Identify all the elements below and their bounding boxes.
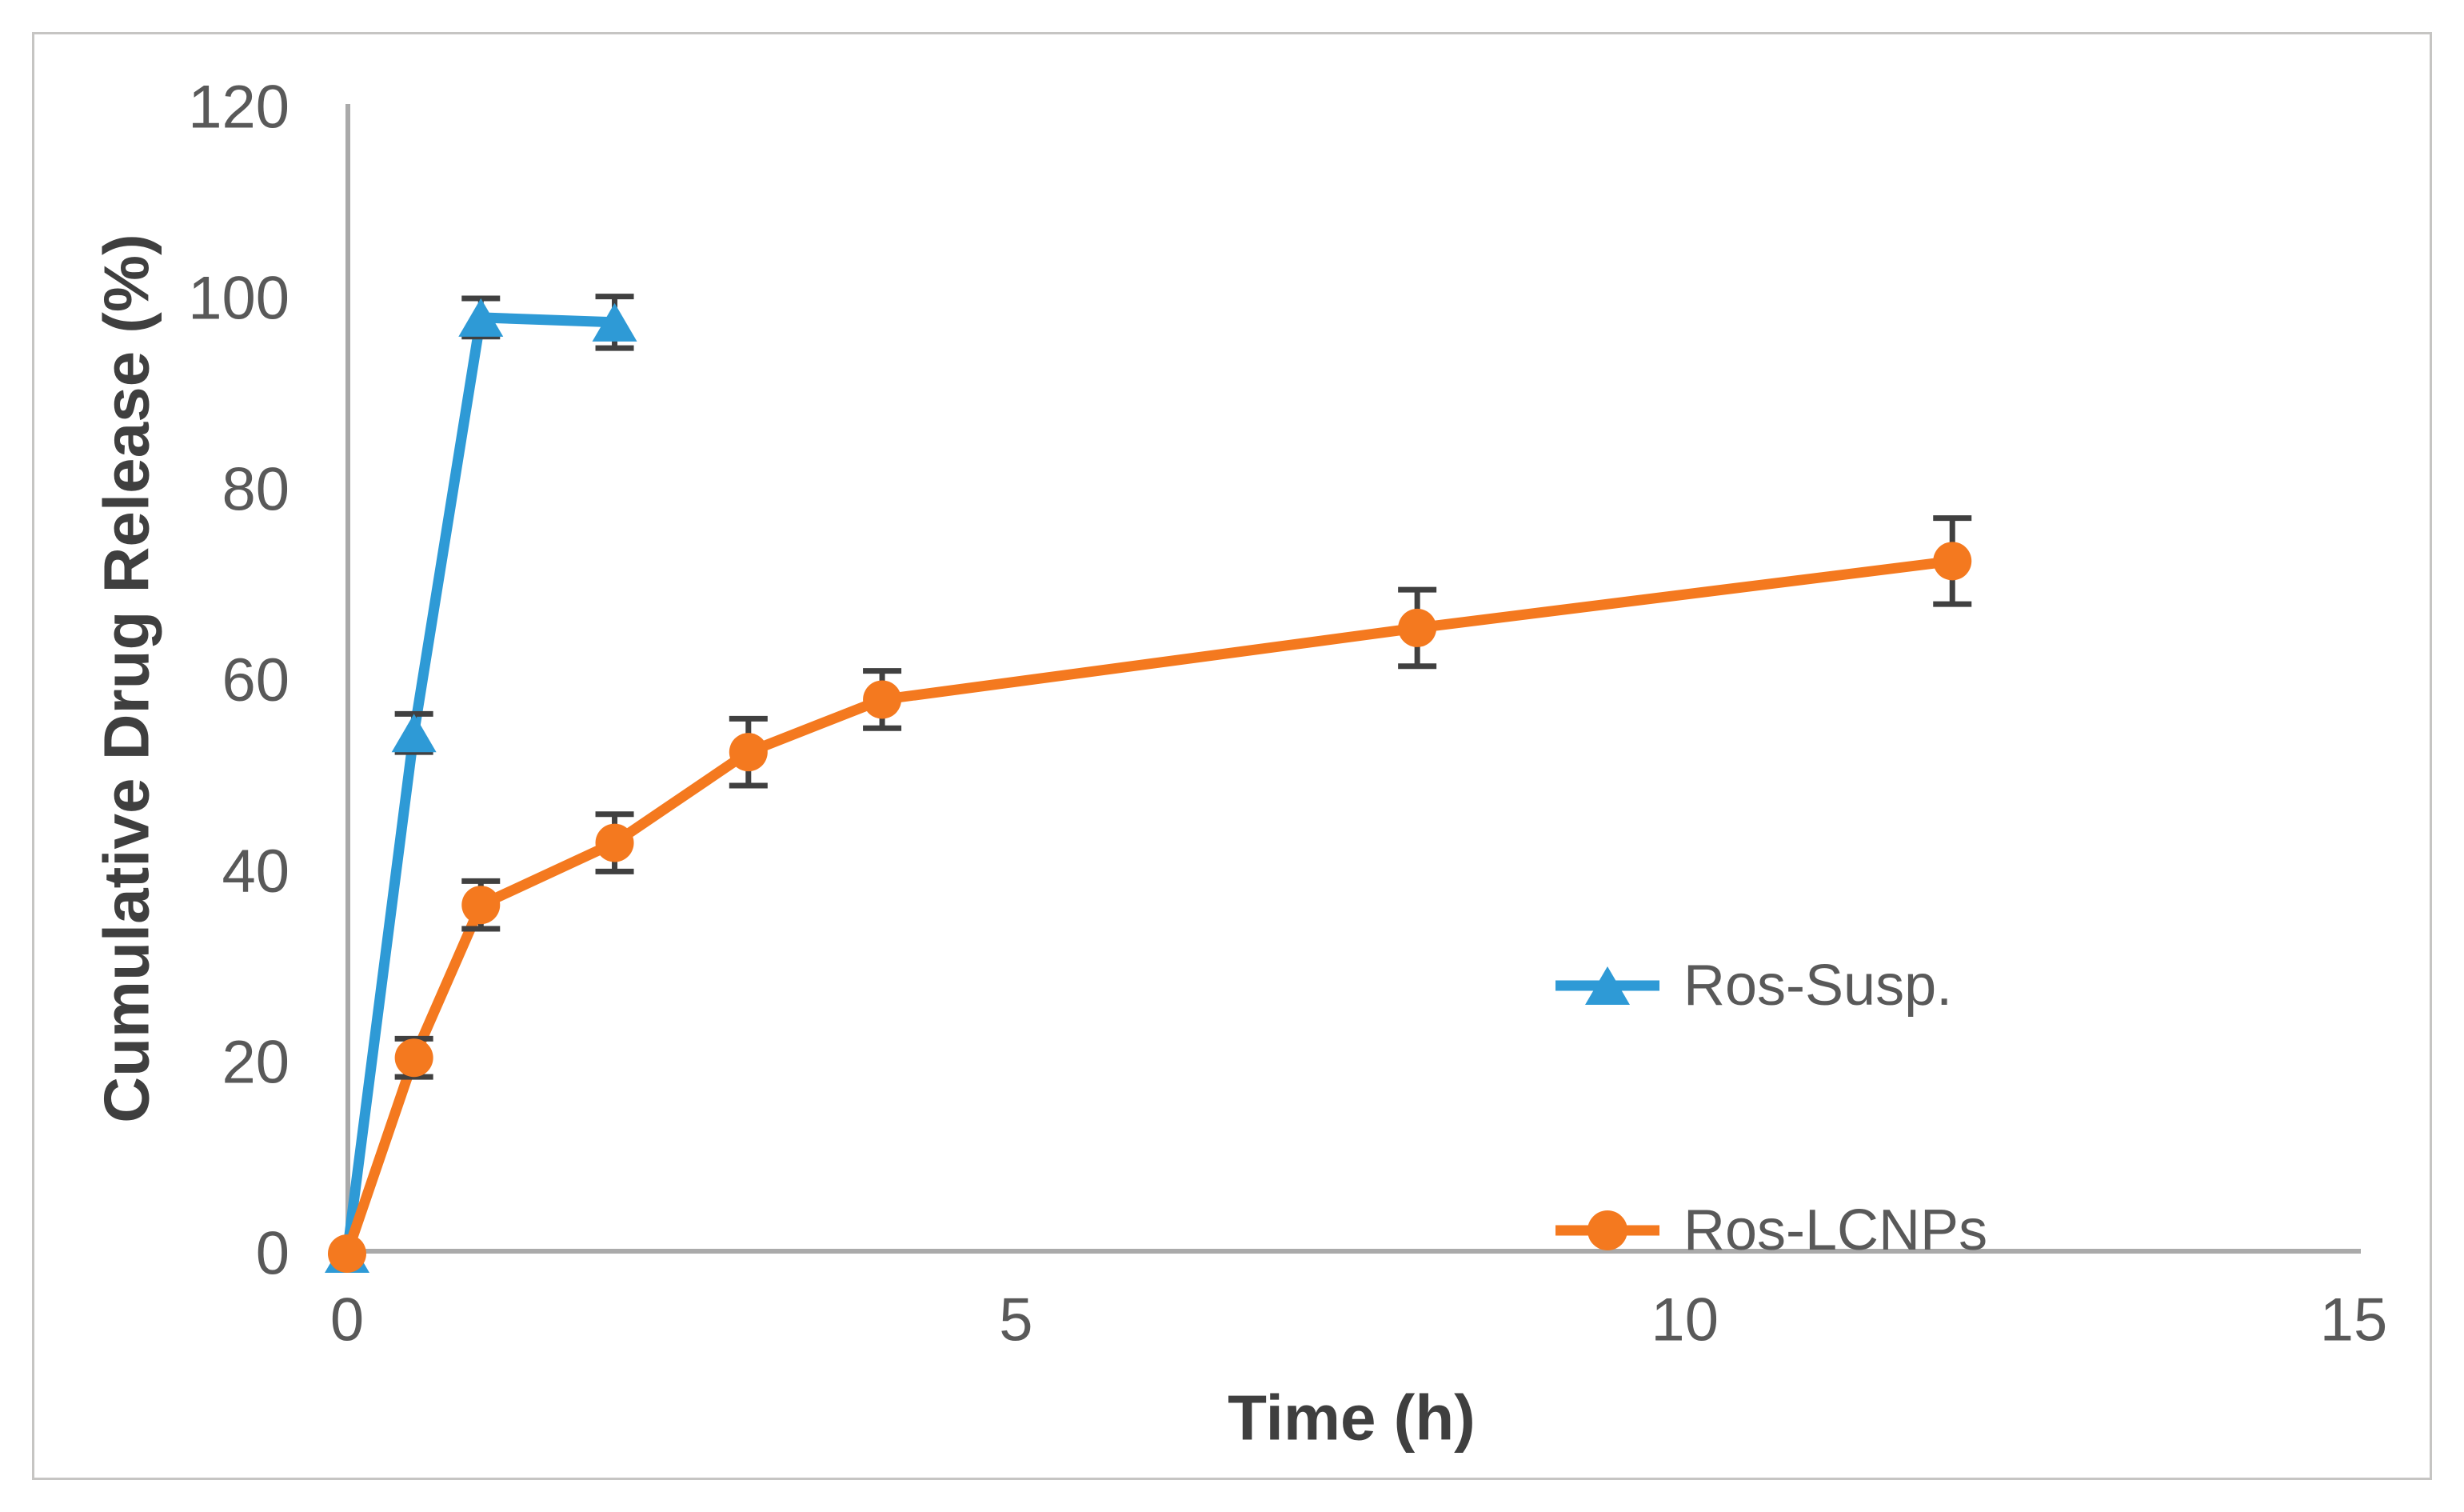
series-layer [325, 294, 1972, 1273]
circle-marker [729, 733, 768, 772]
triangle-marker [458, 298, 504, 337]
circle-marker [1933, 542, 1972, 581]
x-axis-title: Time (h) [1228, 1382, 1476, 1454]
x-tick-label: 0 [330, 1286, 364, 1354]
x-axis-tick-labels: 0 5 10 15 [330, 1286, 2387, 1354]
circle-marker [863, 680, 902, 719]
x-tick-label: 5 [999, 1286, 1032, 1354]
chart-border [32, 32, 2432, 1480]
legend-triangle-icon [1585, 966, 1630, 1005]
legend: Ros-Susp. Ros-LCNPs [1555, 954, 1987, 1262]
legend-label-ros-lcnps: Ros-LCNPs [1683, 1198, 1987, 1262]
circle-marker [595, 823, 634, 862]
circle-marker [328, 1234, 366, 1273]
series-line [341, 555, 1958, 1259]
circle-marker [1398, 608, 1437, 647]
legend-circle-icon [1587, 1210, 1627, 1250]
legend-marker-ros-lcnps [1555, 1210, 1659, 1250]
y-tick-label: 60 [222, 646, 290, 714]
x-tick-label: 10 [1651, 1286, 1719, 1354]
y-tick-label: 100 [188, 265, 290, 333]
x-tick-label: 15 [2320, 1286, 2388, 1354]
y-axis-title: Cumulative Drug Release (%) [91, 234, 162, 1122]
triangle-marker [592, 302, 637, 342]
y-axis-tick-labels: 0 20 40 60 80 100 120 [188, 74, 290, 1288]
circle-marker [461, 886, 501, 925]
legend-marker-ros-susp [1555, 966, 1659, 1005]
triangle-marker [391, 714, 437, 753]
axes [345, 104, 2361, 1254]
y-tick-label: 0 [256, 1220, 290, 1288]
series-line [341, 312, 621, 1259]
y-tick-label: 40 [222, 838, 290, 906]
y-tick-label: 80 [222, 455, 290, 523]
circle-marker [394, 1038, 433, 1078]
series-ros-lcnps [328, 515, 1972, 1273]
y-tick-label: 20 [222, 1029, 290, 1097]
series-ros-susp- [325, 294, 637, 1273]
legend-label-ros-susp: Ros-Susp. [1683, 954, 1952, 1018]
y-tick-label: 120 [188, 74, 290, 142]
